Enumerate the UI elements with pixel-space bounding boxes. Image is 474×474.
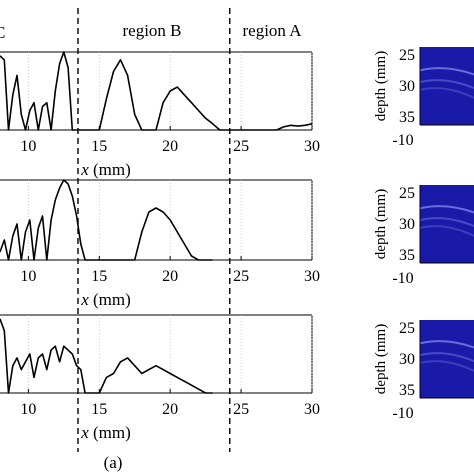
- depth-tick-label: 30: [399, 351, 415, 368]
- region-label-c: C: [0, 23, 5, 42]
- depth-tick-label: 35: [399, 247, 415, 264]
- bmode-image: [420, 320, 474, 398]
- bmode-x-tick-label: -10: [392, 132, 413, 149]
- echo-streak: [419, 79, 474, 90]
- x-tick-label: 15: [91, 268, 107, 285]
- beam-profile-plot-2: 10 15 20 25 30 x (mm): [0, 179, 320, 309]
- x-tick-label: 20: [162, 401, 178, 418]
- x-tick-label: 10: [20, 401, 36, 418]
- echo-streak: [419, 205, 474, 214]
- region-label-a: region A: [242, 21, 302, 40]
- x-tick-label: 15: [91, 401, 107, 418]
- profile-series-line: [0, 51, 313, 131]
- x-tick-label: 20: [162, 138, 178, 155]
- profile-series-line: [0, 179, 213, 261]
- depth-axis-label: depth (mm): [373, 51, 389, 121]
- region-label-b: region B: [122, 21, 181, 40]
- x-tick-label: 30: [304, 268, 320, 285]
- x-tick-label: 25: [233, 138, 249, 155]
- bmode-x-tick-label: -10: [392, 405, 413, 422]
- beam-profile-plot-1: 10 15 20 25 30 x (mm): [0, 51, 320, 179]
- depth-axis-label: depth (mm): [373, 324, 389, 394]
- bmode-x-tick-label: -10: [392, 270, 413, 287]
- x-tick-label: 10: [20, 138, 36, 155]
- echo-streak: [419, 360, 474, 372]
- x-axis-label: x (mm): [80, 160, 131, 179]
- echo-streak: [419, 217, 474, 228]
- depth-tick-label: 30: [399, 216, 415, 233]
- x-tick-label: 10: [20, 268, 36, 285]
- profile-series-line: [0, 318, 213, 394]
- x-axis-label: x (mm): [80, 290, 131, 309]
- beam-profile-plot-3: 10 15 20 25 30 x (mm): [0, 314, 320, 442]
- figure-caption: (a): [104, 453, 123, 472]
- echo-streak: [419, 225, 474, 237]
- bmode-image: [420, 47, 474, 125]
- bmode-image: [420, 185, 474, 263]
- depth-tick-label: 35: [399, 109, 415, 126]
- echo-streak: [419, 87, 474, 99]
- x-tick-label: 30: [304, 401, 320, 418]
- x-axis-label: x (mm): [80, 423, 131, 442]
- x-tick-label: 15: [91, 138, 107, 155]
- depth-axis-label: depth (mm): [373, 189, 389, 259]
- depth-tick-label: 25: [399, 185, 415, 202]
- x-tick-label: 25: [233, 401, 249, 418]
- echo-streak: [419, 67, 474, 76]
- x-tick-label: 25: [233, 268, 249, 285]
- echo-streak: [419, 340, 474, 349]
- depth-tick-label: 25: [399, 47, 415, 64]
- depth-tick-label: 30: [399, 78, 415, 95]
- x-tick-label: 20: [162, 268, 178, 285]
- depth-tick-label: 35: [399, 382, 415, 399]
- depth-tick-label: 25: [399, 320, 415, 337]
- x-tick-label: 30: [304, 138, 320, 155]
- echo-streak: [419, 352, 474, 363]
